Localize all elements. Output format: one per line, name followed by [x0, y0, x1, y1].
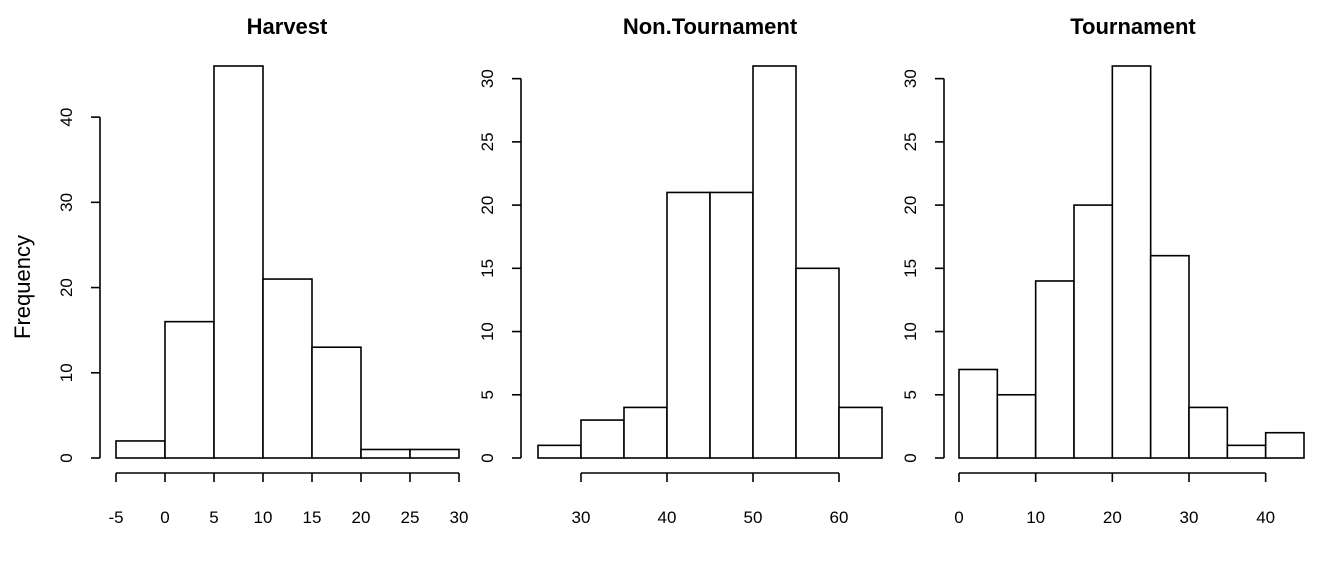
y-tick-label: 25	[901, 132, 920, 151]
x-tick-label: 50	[744, 508, 763, 527]
panel-title: Harvest	[247, 14, 328, 39]
y-tick-label: 30	[478, 69, 497, 88]
x-tick-label: 30	[572, 508, 591, 527]
panel-title: Tournament	[1070, 14, 1196, 39]
y-tick-label: 40	[57, 108, 76, 127]
x-tick-label: 0	[160, 508, 169, 527]
y-tick-label: 15	[901, 259, 920, 278]
y-tick-label: 5	[901, 390, 920, 399]
histogram-bar	[666, 191, 711, 459]
histogram-bar	[262, 278, 313, 459]
y-tick-label: 10	[57, 363, 76, 382]
histogram-bar	[709, 191, 754, 459]
x-tick-label: 40	[1256, 508, 1275, 527]
y-tick-label: 0	[478, 453, 497, 462]
panel-non-tournament: Non.Tournament 30 40 50 60 0 5 10 15 20 25 30	[478, 14, 883, 527]
histogram-bar	[1188, 406, 1229, 459]
y-tick-label: 30	[901, 69, 920, 88]
x-tick-label: 40	[658, 508, 677, 527]
histogram-bar	[1226, 444, 1267, 459]
histogram-bar	[164, 320, 215, 459]
histogram-bar	[409, 448, 460, 459]
y-axis-label: Frequency	[10, 235, 35, 339]
x-tick-label: 30	[450, 508, 469, 527]
y-tick-label: 30	[57, 193, 76, 212]
histogram-bar	[115, 440, 166, 459]
panel-harvest: Harvest Frequency -5 0 5 10 15 20 25 30 0 10 20 30 4…	[10, 14, 468, 527]
x-tick-label: 25	[401, 508, 420, 527]
histogram-bar	[1034, 280, 1075, 459]
x-tick-label: 15	[303, 508, 322, 527]
histogram-bar	[795, 267, 840, 459]
histogram-bar	[360, 448, 411, 459]
y-tick-label: 5	[478, 390, 497, 399]
histogram-bar	[752, 65, 797, 459]
x-tick-label: 20	[352, 508, 371, 527]
y-tick-label: 10	[901, 322, 920, 341]
histogram-bar	[958, 368, 999, 459]
x-tick-label: 20	[1103, 508, 1122, 527]
histogram-bar	[311, 346, 362, 459]
x-tick-label: -5	[108, 508, 123, 527]
histogram-bar	[838, 406, 883, 459]
histogram-bar	[1073, 204, 1114, 459]
y-tick-label: 0	[901, 453, 920, 462]
histogram-bar	[1111, 65, 1152, 459]
y-tick-label: 20	[901, 196, 920, 215]
y-tick-label: 10	[478, 322, 497, 341]
histogram-bar	[537, 444, 582, 459]
histogram-bar	[1149, 254, 1190, 459]
y-tick-label: 0	[57, 453, 76, 462]
histogram-bar	[580, 419, 625, 459]
x-tick-label: 30	[1180, 508, 1199, 527]
panel-title: Non.Tournament	[623, 14, 798, 39]
histogram-bar	[213, 65, 264, 459]
histogram-bar	[996, 393, 1037, 459]
y-tick-label: 25	[478, 132, 497, 151]
panel-tournament: Tournament 0 10 20 30 40 0 5 10 15 20 25 30	[901, 14, 1305, 527]
histogram-bar	[623, 406, 668, 459]
y-tick-label: 20	[57, 278, 76, 297]
y-tick-label: 15	[478, 259, 497, 278]
x-tick-label: 10	[1026, 508, 1045, 527]
x-tick-label: 10	[254, 508, 273, 527]
x-tick-label: 0	[954, 508, 963, 527]
histogram-bar	[1264, 431, 1305, 459]
x-tick-label: 60	[830, 508, 849, 527]
y-tick-label: 20	[478, 196, 497, 215]
x-tick-label: 5	[209, 508, 218, 527]
